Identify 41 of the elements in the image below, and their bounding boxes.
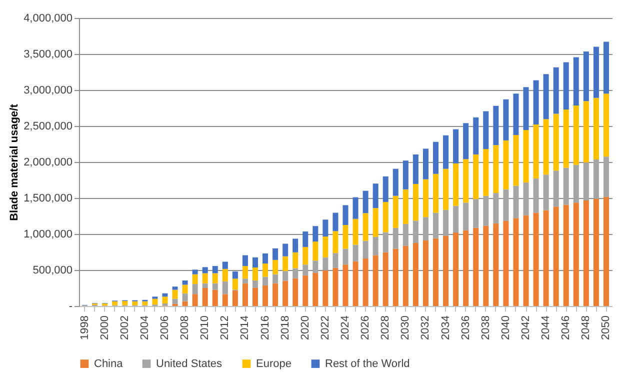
- x-tick-label: 2030: [400, 316, 412, 340]
- legend-label: United States: [156, 358, 223, 370]
- y-tick-label: 2,000,000: [24, 156, 72, 168]
- y-tick-label: 4,000,000: [24, 12, 72, 24]
- x-tick-label: 2040: [500, 316, 512, 340]
- x-tick-label: 2018: [279, 316, 292, 340]
- x-tick-label: 2004: [138, 316, 151, 340]
- x-tick-label: 2032: [420, 316, 432, 340]
- x-tick-label: 2024: [340, 316, 352, 340]
- legend-label: Rest of the World: [325, 358, 410, 370]
- y-tick-label: 1,500,000: [24, 192, 72, 204]
- x-tick-label: 2020: [299, 316, 312, 340]
- y-tick-label: 3,500,000: [24, 48, 72, 60]
- x-tick-label: 2038: [480, 316, 492, 340]
- x-tick-label: 2012: [219, 316, 232, 340]
- y-axis-title: Blade material usage/t: [8, 104, 21, 221]
- x-tick-label: 2048: [580, 316, 592, 340]
- y-tick-label: 500,000: [32, 264, 72, 276]
- y-tick-label: 1,000,000: [24, 228, 72, 240]
- x-tick-label: 2002: [118, 316, 131, 340]
- x-tick-label: 2006: [158, 316, 171, 340]
- x-tick-label: 2044: [540, 316, 552, 340]
- y-tick-label: -: [68, 300, 73, 312]
- legend-label: China: [94, 358, 124, 370]
- x-tick-label: 2026: [360, 316, 372, 340]
- x-tick-label: 2034: [440, 316, 452, 340]
- x-tick-label: 2010: [199, 316, 212, 340]
- x-tick-label: 2022: [319, 316, 332, 340]
- legend-label: Europe: [256, 358, 292, 370]
- y-tick-label: 3,000,000: [24, 84, 72, 96]
- x-tick-label: 2046: [560, 316, 572, 340]
- x-tick-label: 2016: [259, 316, 272, 340]
- x-tick-label: 1998: [78, 316, 91, 340]
- x-tick-label: 2000: [98, 316, 111, 340]
- x-tick-label: 2042: [520, 316, 532, 340]
- x-tick-label: 2036: [460, 316, 472, 340]
- x-tick-label: 2028: [380, 316, 392, 340]
- x-tick-label: 2050: [600, 316, 612, 340]
- x-tick-label: 2008: [179, 316, 192, 340]
- x-tick-label: 2014: [239, 316, 252, 340]
- y-tick-label: 2,500,000: [24, 120, 72, 132]
